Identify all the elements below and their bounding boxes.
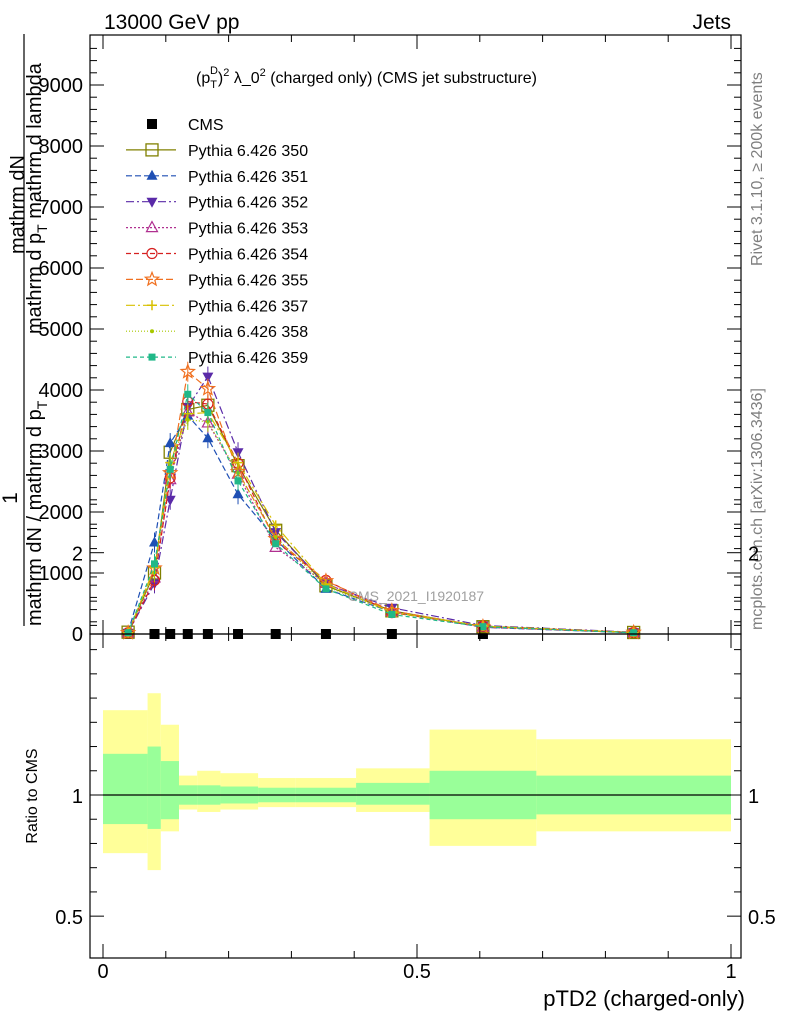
ratio-stat-band-2 [160, 761, 179, 820]
legend-label-4: Pythia 6.426 353 [188, 221, 308, 238]
series-line-8 [127, 419, 634, 634]
ratio-ytick-label-right-0: 0.5 [748, 907, 776, 929]
ratio-stat-band-0 [103, 753, 148, 825]
ratio-ytick-label-0: 0.5 [55, 907, 83, 929]
legend: CMS Pythia 6.426 350 Pythia 6.426 351 Pythi… [126, 117, 308, 367]
legend-label-3: Pythia 6.426 352 [188, 195, 308, 212]
main-y-label: 1 mathrm dN / mathrm d pT mathrm d pT ma… [0, 34, 50, 626]
ratio-frame [89, 633, 742, 959]
ratio-stat-band-8 [356, 782, 430, 805]
series-8-point-6 [273, 535, 278, 540]
main-ytick-label-0: 0 [72, 624, 83, 646]
series-9-point-0 [124, 629, 132, 637]
legend-marker-9 [148, 353, 156, 361]
series-2-point-2 [164, 437, 176, 448]
series-9-point-5 [234, 477, 242, 485]
series-9-point-7 [322, 585, 330, 593]
main-axis-ticks: 0 1000 2000 3000 4000 5000 6000 7000 8000 9000 [39, 35, 741, 646]
legend-label-7: Pythia 6.426 357 [188, 298, 308, 315]
series-9 [124, 384, 638, 637]
legend-label-5: Pythia 6.426 354 [188, 247, 308, 264]
x-tick-label-0: 0 [97, 961, 108, 983]
y-label-numerator-top: mathrm dN [7, 155, 29, 254]
series-line-9 [127, 393, 634, 634]
header-jets-label: Jets [692, 11, 731, 34]
ratio-stat-band-1 [147, 746, 161, 829]
x-tick-label-2: 1 [725, 961, 736, 983]
legend-marker-6 [143, 270, 161, 287]
ratio-ytick-label-2: 2 [72, 544, 83, 566]
legend-label-2: Pythia 6.426 351 [188, 169, 308, 186]
series-9-point-10 [630, 629, 638, 637]
mcplots-reference-label: mcplots.cern.ch [arXiv:1306.3436] [749, 388, 766, 630]
series-9-point-3 [184, 390, 192, 398]
ratio-y-label: Ratio to CMS [24, 748, 41, 843]
series-9-point-6 [272, 540, 280, 548]
x-axis-label: pTD2 (charged-only) [543, 986, 745, 1011]
series-2-point-4 [202, 432, 214, 443]
rivet-version-label: Rivet 3.1.10, ≥ 200k events [749, 72, 766, 266]
y-label-numerator: mathrm d pT mathrm d lambda [24, 62, 50, 334]
series-9-point-1 [150, 560, 158, 568]
legend-label-1: Pythia 6.426 350 [188, 143, 308, 160]
series-9-point-2 [166, 465, 174, 473]
y-label-denominator: mathrm dN / mathrm d pT [24, 400, 50, 626]
series-6-point-4 [199, 380, 217, 396]
legend-label-0: CMS [188, 117, 224, 134]
ratio-ytick-label-right-1: 1 [748, 786, 759, 808]
legend-marker-4 [145, 220, 159, 233]
ratio-axis-ticks: 0.5 0.5 1 1 2 2 0 0.5 1 [55, 503, 776, 983]
main-ytick-label-3: 3000 [39, 441, 84, 463]
main-ytick-label-1: 1000 [39, 563, 84, 585]
series-3-point-4 [202, 372, 214, 383]
legend-marker-2 [146, 169, 158, 180]
legend-marker-0 [147, 119, 157, 129]
series-9-point-4 [204, 409, 212, 417]
ratio-bands [103, 693, 731, 871]
legend-label-6: Pythia 6.426 355 [188, 272, 308, 289]
legend-marker-8 [150, 329, 154, 334]
legend-label-9: Pythia 6.426 359 [188, 350, 308, 367]
legend-label-8: Pythia 6.426 358 [188, 324, 308, 341]
legend-marker-3 [146, 197, 158, 208]
main-ytick-label-2: 2000 [39, 502, 84, 524]
legend-marker-1 [145, 143, 159, 157]
series-7-point-6 [270, 520, 281, 531]
x-tick-label-1: 0.5 [403, 961, 431, 983]
series-9-point-9 [479, 623, 487, 631]
ratio-ytick-label-right-2: 2 [748, 544, 759, 566]
main-ytick-label-7: 7000 [39, 197, 84, 219]
series-9-point-8 [388, 610, 396, 618]
ratio-panel: 0.5 0.5 1 1 2 2 0 0.5 1 Ratio to CMS pTD2 (charg… [24, 503, 776, 1011]
main-panel: 0 1000 2000 3000 4000 5000 6000 7000 8000 9000 CM… [0, 34, 742, 646]
main-ytick-label-9: 9000 [39, 75, 84, 97]
legend-marker-7 [147, 300, 157, 311]
main-ytick-label-4: 4000 [39, 380, 84, 402]
main-title: (pTD)2 λ_02 (charged only) (CMS jet subs… [196, 65, 537, 91]
main-ytick-label-6: 6000 [39, 258, 84, 280]
series-8-point-3 [185, 417, 190, 422]
analysis-watermark: CMS_2021_I1920187 [348, 588, 484, 604]
legend-marker-5 [146, 247, 158, 260]
main-marks [119, 361, 642, 640]
y-label-one: 1 [0, 492, 22, 504]
series-6-point-3 [179, 363, 197, 379]
series-2-point-5 [232, 488, 244, 499]
main-ytick-label-8: 8000 [39, 136, 84, 158]
ratio-ytick-label-1: 1 [72, 786, 83, 808]
header-energy-label: 13000 GeV pp [104, 11, 239, 34]
main-ytick-label-5: 5000 [39, 319, 84, 341]
